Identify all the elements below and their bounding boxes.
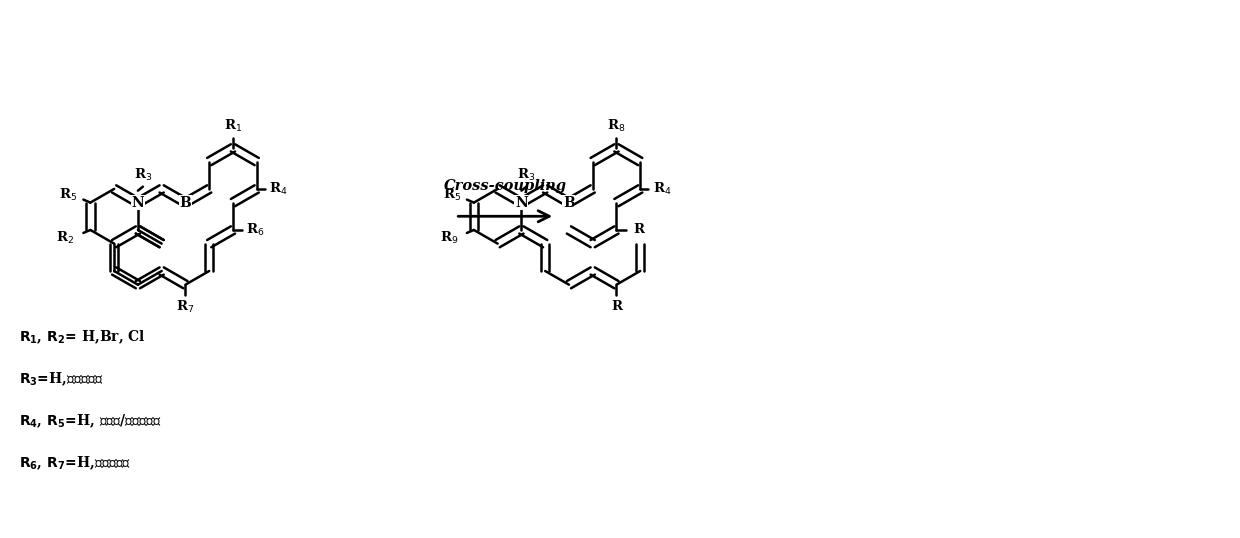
Text: R: R: [611, 300, 622, 313]
Text: N: N: [515, 196, 528, 210]
Text: R$_4$: R$_4$: [269, 181, 288, 197]
Text: R$_3$: R$_3$: [134, 167, 153, 183]
Text: R$_3$: R$_3$: [517, 167, 536, 183]
Text: $\mathbf{R_3}$=H,烷基，芳基: $\mathbf{R_3}$=H,烷基，芳基: [20, 371, 104, 388]
Text: R$_9$: R$_9$: [440, 230, 458, 246]
Text: R$_2$: R$_2$: [56, 230, 74, 246]
Text: N: N: [131, 196, 144, 210]
Text: $\mathbf{R_4}$, $\mathbf{R_5}$=H, 吸电子/供电子基团: $\mathbf{R_4}$, $\mathbf{R_5}$=H, 吸电子/供电…: [20, 413, 162, 430]
Text: Cross-coupling: Cross-coupling: [444, 180, 567, 194]
Text: R: R: [632, 223, 644, 237]
Text: $\mathbf{R_1}$, $\mathbf{R_2}$= H,Br, Cl: $\mathbf{R_1}$, $\mathbf{R_2}$= H,Br, Cl: [20, 329, 146, 346]
Text: R$_4$: R$_4$: [653, 181, 671, 197]
Text: B: B: [180, 196, 191, 210]
Text: R$_7$: R$_7$: [176, 299, 195, 315]
Text: R$_5$: R$_5$: [443, 187, 461, 203]
Text: $\mathbf{R_6}$, $\mathbf{R_7}$=H,烷基，芳基: $\mathbf{R_6}$, $\mathbf{R_7}$=H,烷基，芳基: [20, 454, 131, 472]
Text: R$_8$: R$_8$: [608, 118, 626, 134]
Text: R$_1$: R$_1$: [224, 118, 242, 134]
Text: R$_5$: R$_5$: [60, 187, 77, 203]
Text: B: B: [563, 196, 575, 210]
Text: R$_6$: R$_6$: [246, 222, 264, 238]
